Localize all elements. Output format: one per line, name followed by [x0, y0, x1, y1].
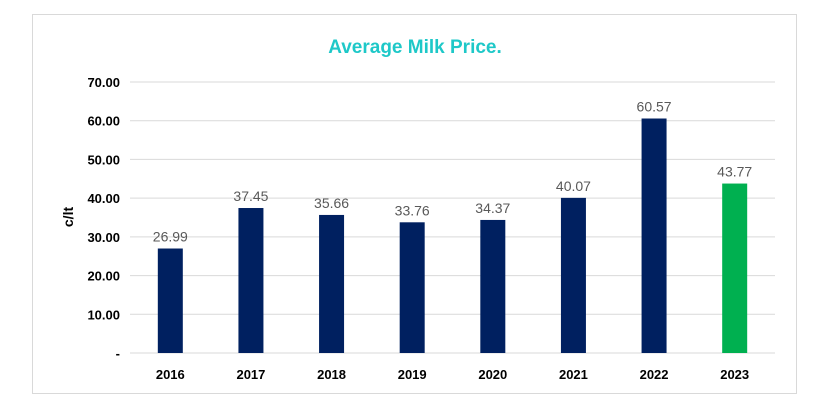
- y-axis-label: c/lt: [60, 207, 76, 228]
- chart-frame: Average Milk Price. c/lt - 10.00 20.00 30.0…: [32, 14, 797, 394]
- gridlines: [130, 81, 775, 354]
- x-tick-label-2016: 2016: [156, 367, 185, 382]
- x-tick-label-2021: 2021: [559, 367, 588, 382]
- data-label-2020: 34.37: [475, 200, 510, 216]
- bar-2017: [238, 208, 264, 353]
- chart-title: Average Milk Price.: [328, 37, 502, 58]
- bar-2021: [560, 197, 586, 353]
- data-label-2023: 43.77: [717, 164, 752, 180]
- y-tick-label: 30.00: [87, 230, 120, 245]
- data-label-2016: 26.99: [153, 229, 188, 245]
- bar-2022: [641, 118, 667, 353]
- y-tick-label: -: [116, 346, 120, 361]
- data-label-2018: 35.66: [314, 195, 349, 211]
- y-tick-label: 20.00: [87, 269, 120, 284]
- data-label-2021: 40.07: [556, 178, 591, 194]
- y-tick-label: 40.00: [87, 191, 120, 206]
- bar-2020: [480, 219, 506, 353]
- data-label-2022: 60.57: [637, 99, 672, 115]
- data-label-2019: 33.76: [395, 202, 430, 218]
- data-labels: 26.99 37.45 35.66 33.76 34.37 40.07 60.57 43.77: [153, 99, 753, 245]
- x-tick-label-2023: 2023: [720, 367, 749, 382]
- bar-2018: [319, 214, 345, 353]
- x-tick-label-2017: 2017: [236, 367, 265, 382]
- x-tick-label-2018: 2018: [317, 367, 346, 382]
- x-tick-label-2020: 2020: [478, 367, 507, 382]
- x-tick-label-2019: 2019: [398, 367, 427, 382]
- y-tick-label: 50.00: [87, 152, 120, 167]
- bar-2016: [157, 248, 183, 353]
- bar-chart: Average Milk Price. c/lt - 10.00 20.00 30.0…: [60, 37, 775, 382]
- bars: [157, 118, 748, 353]
- x-tick-label-2022: 2022: [640, 367, 669, 382]
- y-axis-ticks: - 10.00 20.00 30.00 40.00 50.00 60.00 70.00: [87, 75, 120, 361]
- y-tick-label: 70.00: [87, 75, 120, 90]
- y-tick-label: 10.00: [87, 307, 120, 322]
- x-axis-ticks: 2016 2017 2018 2019 2020 2021 2022 2023: [156, 367, 749, 382]
- y-tick-label: 60.00: [87, 114, 120, 129]
- bar-2019: [399, 222, 425, 353]
- data-label-2017: 37.45: [233, 188, 268, 204]
- bar-2023: [722, 183, 748, 353]
